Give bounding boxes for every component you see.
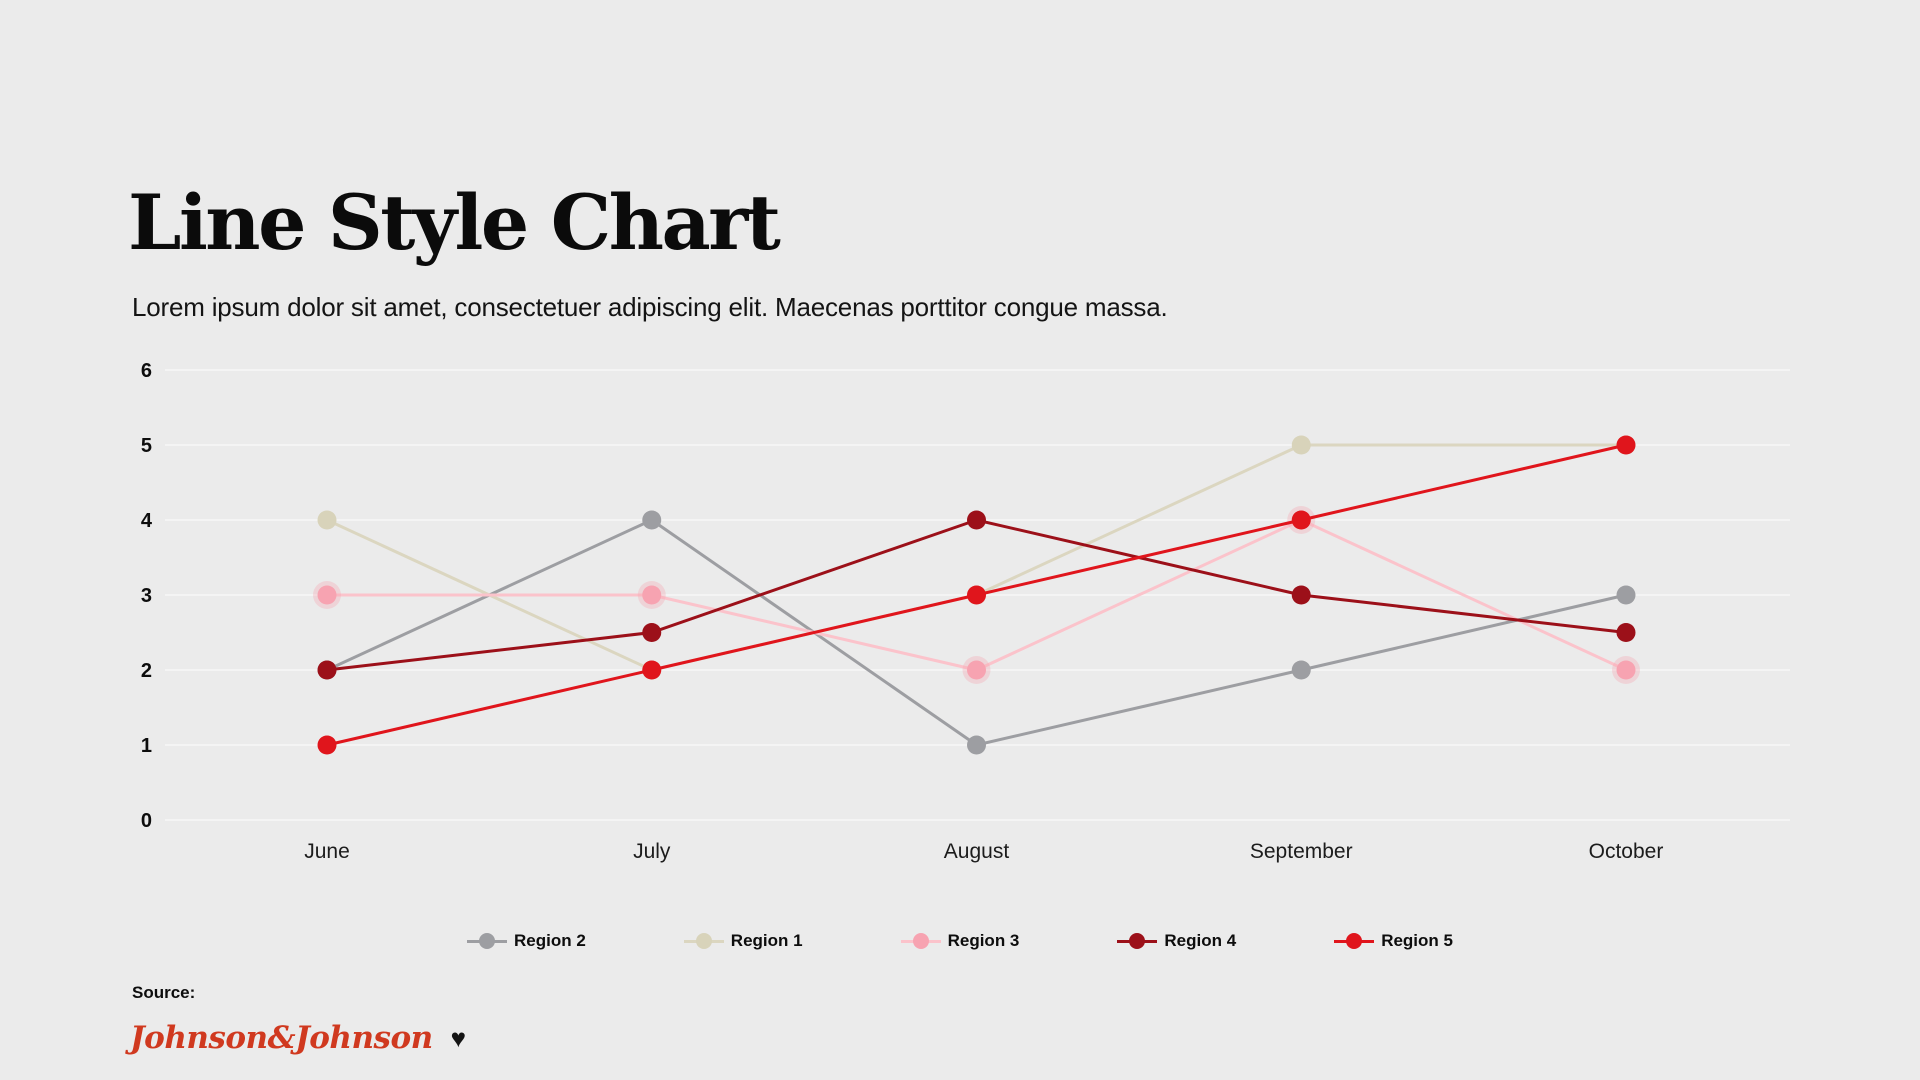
legend-marker-dot-region-3 [912, 933, 929, 949]
series-line-region-1 [326, 443, 1626, 672]
legend-marker-line-region-1 [683, 933, 724, 949]
data-point-region-5-0 [317, 735, 337, 755]
legend-marker-line-region-4 [1117, 933, 1158, 949]
data-point-region-1-0 [317, 510, 337, 530]
data-point-region-3-4 [1616, 660, 1636, 680]
page-subtitle: Lorem ipsum dolor sit amet, consectetuer… [132, 292, 1168, 322]
legend-marker-dot-region-5 [1346, 933, 1363, 949]
legend-marker-line-region-3 [900, 933, 941, 949]
x-axis-label-july: July [633, 840, 671, 863]
y-axis-tick-0: 0 [141, 810, 152, 832]
data-point-region-2-2 [967, 735, 986, 755]
legend-item-region-1: Region 1 [683, 931, 803, 951]
data-point-region-4-3 [1291, 585, 1311, 605]
data-point-region-1-3 [1291, 435, 1311, 455]
legend-item-region-5: Region 5 [1334, 931, 1453, 951]
legend-item-region-2: Region 2 [467, 931, 586, 951]
x-axis-label-october: October [1589, 840, 1664, 863]
x-axis-label-september: September [1250, 840, 1353, 863]
page-title: Line Style Chart [128, 177, 781, 267]
legend-label-region-4: Region 4 [1164, 931, 1237, 950]
data-point-region-4-4 [1616, 623, 1636, 642]
legend-label-region-1: Region 1 [730, 931, 803, 950]
chart-legend: Region 2 Region 1 Region 3 Region 4 Region 5 [0, 931, 1920, 951]
legend-label-region-3: Region 3 [947, 931, 1020, 950]
y-axis-tick-2: 2 [141, 660, 152, 682]
data-point-region-3-0 [317, 585, 337, 605]
legend-item-region-3: Region 3 [900, 931, 1020, 951]
y-axis-tick-6: 6 [141, 360, 152, 382]
legend-marker-line-region-2 [467, 933, 507, 949]
y-axis-tick-3: 3 [141, 585, 152, 607]
data-point-region-2-3 [1291, 660, 1311, 680]
data-point-region-4-0 [317, 660, 337, 680]
legend-marker-dot-region-4 [1129, 933, 1146, 949]
legend-label-region-2: Region 2 [514, 931, 586, 950]
legend-label-region-5: Region 5 [1381, 931, 1453, 950]
legend-marker-dot-region-1 [695, 933, 712, 949]
heart-icon: ♥ [450, 1023, 467, 1053]
series-line-region-2 [326, 518, 1627, 747]
brand-footer: Johnson&Johnson ♥ [130, 1020, 466, 1056]
data-point-region-5-3 [1291, 510, 1311, 530]
data-point-region-5-2 [967, 585, 986, 605]
legend-marker-dot-region-2 [479, 933, 495, 949]
data-point-region-2-4 [1616, 585, 1636, 605]
legend-item-region-4: Region 4 [1117, 931, 1236, 951]
data-point-region-5-4 [1616, 435, 1636, 455]
legend-marker-line-region-5 [1334, 933, 1375, 949]
x-axis-label-august: August [944, 840, 1010, 863]
data-point-region-5-1 [642, 660, 662, 680]
y-axis-tick-1: 1 [141, 735, 152, 757]
data-point-region-3-1 [642, 585, 662, 605]
data-point-region-4-1 [642, 623, 662, 642]
data-point-region-4-2 [967, 510, 986, 530]
source-label: Source: [132, 983, 196, 1002]
data-point-region-3-2 [967, 660, 986, 680]
johnson-and-johnson-logo: Johnson&Johnson [130, 1020, 433, 1056]
x-axis-label-june: June [304, 840, 350, 863]
y-axis-tick-4: 4 [141, 510, 153, 532]
data-point-region-2-1 [642, 510, 662, 530]
y-axis-tick-5: 5 [141, 435, 152, 457]
